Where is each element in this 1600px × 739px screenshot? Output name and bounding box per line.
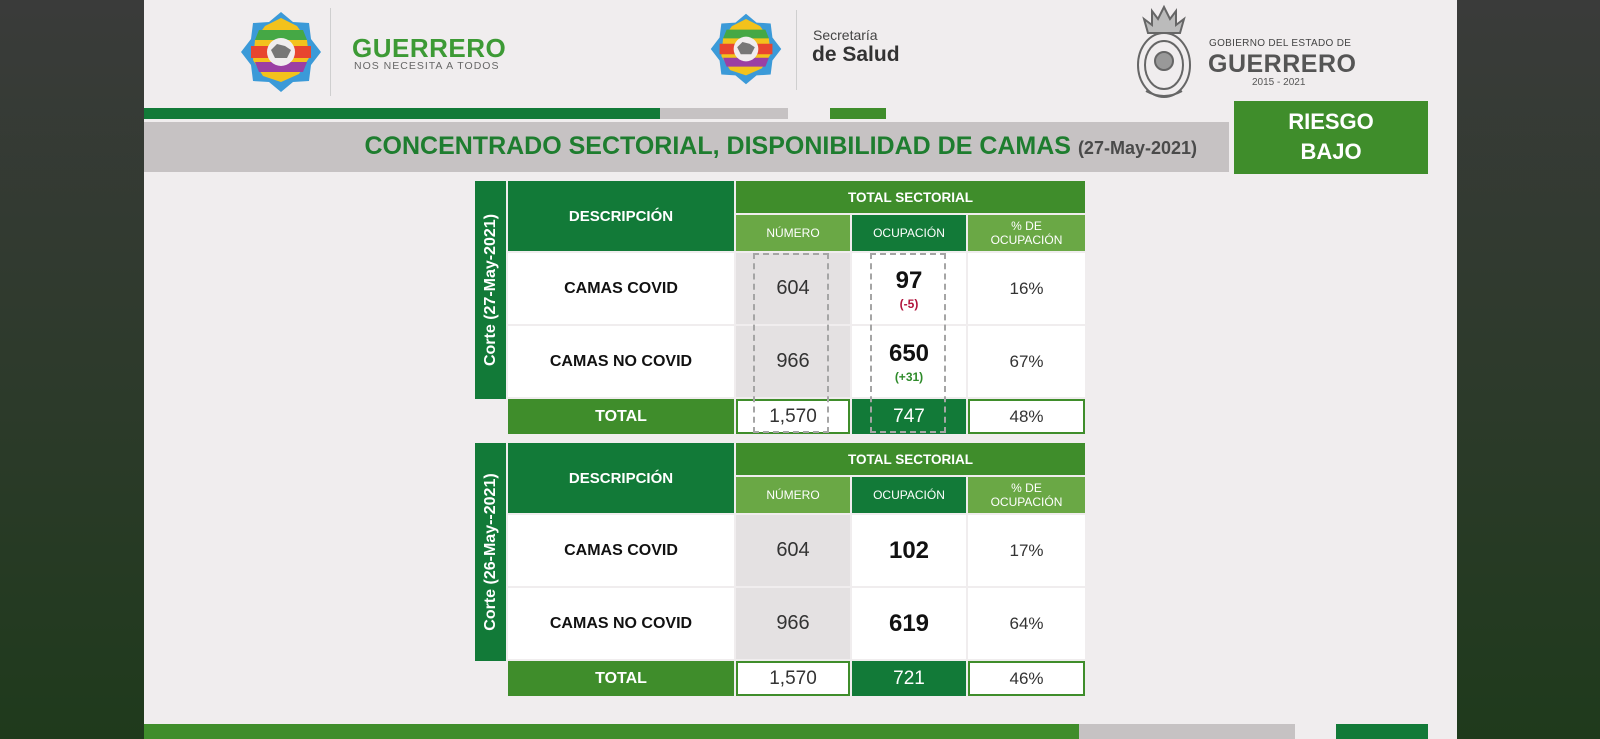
- ocupacion-delta-positive: (+31): [894, 369, 924, 384]
- brand-gobierno-years: 2015 - 2021: [1252, 77, 1306, 88]
- cell-numero-covid: 604: [736, 253, 850, 324]
- cell-pct-covid: 17%: [968, 515, 1085, 586]
- header-pct-line-1: % DE: [1011, 219, 1042, 233]
- footer-stripe-dark: [1336, 724, 1428, 739]
- total-pct: 46%: [968, 661, 1085, 696]
- ocupacion-value: 102: [888, 536, 930, 564]
- header-ocupacion: OCUPACIÓN: [852, 215, 966, 251]
- risk-line-1: RIESGO: [1288, 109, 1374, 134]
- brand-gobierno-top: GOBIERNO DEL ESTADO DE: [1209, 38, 1352, 49]
- table-corte-26-may: Corte (26-May--2021) DESCRIPCIÓN TOTAL S…: [475, 443, 1085, 696]
- header-pct-ocupacion: % DE OCUPACIÓN: [968, 477, 1085, 513]
- header-pct-line-2: OCUPACIÓN: [990, 233, 1063, 247]
- header-total-sectorial: TOTAL SECTORIAL: [736, 443, 1085, 475]
- header-divider: [796, 10, 797, 90]
- row-label-camas-no-covid: CAMAS NO COVID: [508, 326, 734, 397]
- total-label: TOTAL: [508, 661, 734, 696]
- ocupacion-value: 650: [888, 339, 930, 367]
- cell-ocupacion-no-covid: 619: [852, 588, 966, 659]
- total-numero: 1,570: [736, 661, 850, 696]
- cell-pct-no-covid: 64%: [968, 588, 1085, 659]
- page-title-date: (27-May-2021): [1077, 138, 1197, 158]
- header-pct-line-2: OCUPACIÓN: [990, 495, 1063, 509]
- header-numero: NÚMERO: [736, 477, 850, 513]
- row-label-camas-covid: CAMAS COVID: [508, 515, 734, 586]
- cell-numero-covid: 604: [736, 515, 850, 586]
- cell-numero-no-covid: 966: [736, 326, 850, 397]
- page-title-main: CONCENTRADO SECTORIAL, DISPONIBILIDAD DE…: [364, 132, 1071, 160]
- total-numero: 1,570: [736, 399, 850, 434]
- stripe-accent: [830, 108, 886, 119]
- row-label-camas-covid: CAMAS COVID: [508, 253, 734, 324]
- header-divider: [330, 8, 331, 96]
- header-total-sectorial: TOTAL SECTORIAL: [736, 181, 1085, 213]
- cell-numero-no-covid: 966: [736, 588, 850, 659]
- page-title: CONCENTRADO SECTORIAL, DISPONIBILIDAD DE…: [364, 132, 1197, 161]
- title-band: CONCENTRADO SECTORIAL, DISPONIBILIDAD DE…: [144, 122, 1229, 172]
- header-descripcion: DESCRIPCIÓN: [508, 181, 734, 251]
- table-side-label: Corte (27-May-2021): [475, 181, 506, 399]
- header-numero: NÚMERO: [736, 215, 850, 251]
- header-descripcion: DESCRIPCIÓN: [508, 443, 734, 513]
- cell-pct-no-covid: 67%: [968, 326, 1085, 397]
- stripe-gray: [660, 108, 788, 119]
- guerrero-star-logo-icon: [241, 12, 321, 92]
- brand-salud-main: de Salud: [812, 43, 900, 66]
- header-pct-ocupacion: % DE OCUPACIÓN: [968, 215, 1085, 251]
- total-pct: 48%: [968, 399, 1085, 434]
- cell-ocupacion-covid: 102: [852, 515, 966, 586]
- header-ocupacion: OCUPACIÓN: [852, 477, 966, 513]
- risk-badge: RIESGO BAJO: [1234, 101, 1428, 174]
- cell-ocupacion-covid: 97 (-5): [852, 253, 966, 324]
- risk-line-2: BAJO: [1300, 139, 1362, 164]
- stripe-green: [144, 108, 660, 119]
- table-side-label-text: Corte (27-May-2021): [481, 213, 499, 367]
- footer-stripe-gray: [1079, 724, 1295, 739]
- table-side-label-text: Corte (26-May--2021): [481, 473, 499, 631]
- header-pct-line-1: % DE: [1011, 481, 1042, 495]
- total-ocupacion: 747: [852, 399, 966, 434]
- brand-gobierno-main: GUERRERO: [1208, 50, 1357, 78]
- salud-star-logo-icon: [710, 13, 782, 85]
- cell-ocupacion-no-covid: 650 (+31): [852, 326, 966, 397]
- ocupacion-value: 619: [888, 609, 930, 637]
- total-ocupacion: 721: [852, 661, 966, 696]
- table-corte-27-may: Corte (27-May-2021) DESCRIPCIÓN TOTAL SE…: [475, 181, 1085, 434]
- brand-salud-top: Secretaría: [813, 27, 878, 43]
- cell-pct-covid: 16%: [968, 253, 1085, 324]
- total-label: TOTAL: [508, 399, 734, 434]
- table-side-label: Corte (26-May--2021): [475, 443, 506, 661]
- state-seal-icon: [1137, 4, 1191, 98]
- brand-guerrero-title: GUERRERO: [352, 33, 507, 63]
- footer-stripe-green: [144, 724, 1079, 739]
- brand-guerrero-slogan: NOS NECESITA A TODOS: [354, 60, 500, 72]
- ocupacion-value: 97: [895, 266, 923, 294]
- row-label-camas-no-covid: CAMAS NO COVID: [508, 588, 734, 659]
- slide: GUERRERO NOS NECESITA A TODOS Secretaría…: [144, 0, 1457, 739]
- ocupacion-delta-negative: (-5): [899, 296, 919, 311]
